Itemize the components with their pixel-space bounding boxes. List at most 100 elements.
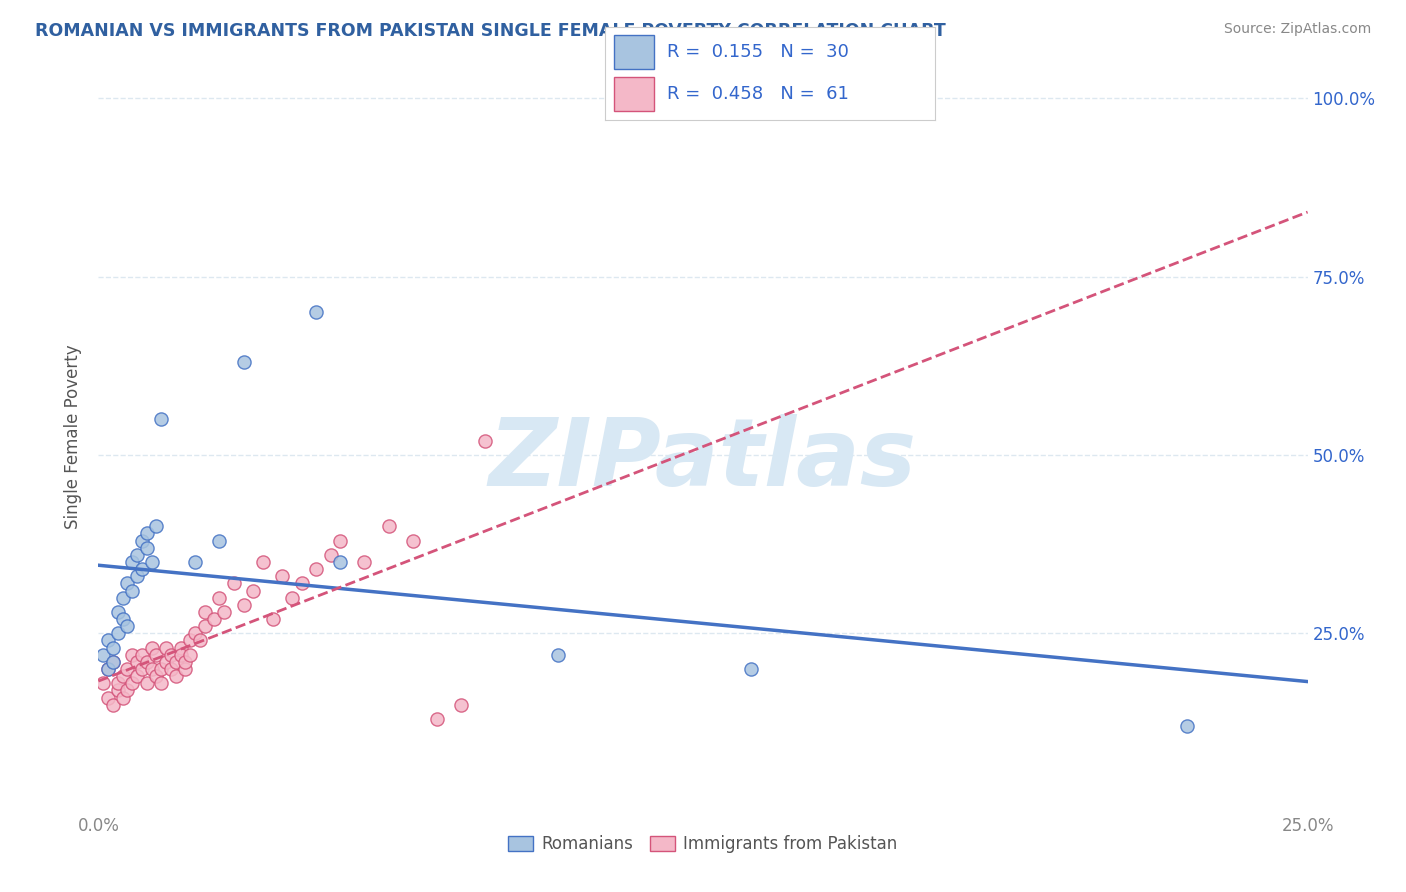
Point (150, 676, 173, 690)
Point (121, 555, 143, 569)
Point (242, 583, 264, 598)
Point (141, 555, 163, 569)
Point (547, 648, 569, 662)
Point (474, 434, 496, 448)
Point (111, 669, 134, 683)
Point (174, 662, 197, 676)
Point (232, 598, 254, 612)
Point (1175, 719, 1198, 733)
Point (141, 662, 163, 676)
Point (101, 698, 124, 712)
Text: ZIPatlas: ZIPatlas (489, 414, 917, 506)
Point (262, 612, 284, 626)
Point (305, 305, 328, 319)
Point (169, 640, 191, 655)
Point (111, 612, 134, 626)
Point (131, 662, 153, 676)
Point (184, 626, 207, 640)
Point (208, 533, 231, 548)
Point (107, 605, 129, 619)
Text: ROMANIAN VS IMMIGRANTS FROM PAKISTAN SINGLE FEMALE POVERTY CORRELATION CHART: ROMANIAN VS IMMIGRANTS FROM PAKISTAN SIN… (35, 22, 946, 40)
Legend: Romanians, Immigrants from Pakistan: Romanians, Immigrants from Pakistan (502, 829, 904, 860)
Point (127, 655, 149, 669)
Point (91, 676, 114, 690)
Point (155, 640, 177, 655)
Point (305, 562, 328, 576)
Point (121, 583, 143, 598)
Text: Source: ZipAtlas.com: Source: ZipAtlas.com (1223, 22, 1371, 37)
Point (194, 605, 217, 619)
Point (208, 591, 231, 605)
Point (97, 662, 120, 676)
Point (101, 655, 124, 669)
Point (252, 555, 274, 569)
Point (135, 676, 157, 690)
Point (97, 662, 120, 676)
Point (127, 548, 149, 562)
Point (131, 648, 153, 662)
Point (377, 519, 399, 533)
Point (145, 669, 167, 683)
Point (135, 655, 157, 669)
Point (131, 562, 153, 576)
Point (329, 533, 352, 548)
Point (127, 669, 149, 683)
Point (107, 676, 129, 690)
Point (145, 648, 167, 662)
Point (117, 619, 139, 633)
Point (145, 519, 167, 533)
Point (127, 569, 149, 583)
Point (426, 712, 449, 726)
Point (150, 412, 173, 426)
Point (141, 640, 163, 655)
Point (155, 655, 177, 669)
Point (174, 655, 197, 669)
Point (131, 533, 153, 548)
Point (160, 648, 183, 662)
Point (101, 640, 124, 655)
Point (179, 633, 201, 648)
Point (117, 576, 139, 591)
Point (290, 576, 312, 591)
Point (150, 662, 173, 676)
Point (101, 655, 124, 669)
Text: R =  0.458   N =  61: R = 0.458 N = 61 (668, 86, 849, 103)
Point (740, 662, 762, 676)
Text: R =  0.155   N =  30: R = 0.155 N = 30 (668, 43, 849, 61)
Point (97, 633, 120, 648)
Point (117, 662, 139, 676)
Point (121, 676, 143, 690)
Point (107, 683, 129, 698)
Point (402, 533, 425, 548)
Point (222, 576, 245, 591)
Point (232, 355, 254, 369)
Bar (614, 78, 654, 111)
Point (329, 555, 352, 569)
Point (319, 548, 342, 562)
Point (111, 690, 134, 705)
Point (184, 555, 207, 569)
Point (204, 612, 226, 626)
Point (135, 526, 157, 541)
Point (107, 626, 129, 640)
Point (91, 648, 114, 662)
Point (194, 619, 217, 633)
Point (271, 569, 294, 583)
Point (212, 605, 235, 619)
Point (135, 541, 157, 555)
Bar (614, 35, 654, 69)
Point (179, 648, 201, 662)
Point (165, 669, 187, 683)
Point (111, 591, 134, 605)
Point (188, 633, 211, 648)
Y-axis label: Single Female Poverty: Single Female Poverty (65, 345, 83, 529)
Point (281, 591, 304, 605)
Point (169, 648, 191, 662)
Point (160, 662, 183, 676)
Point (165, 655, 187, 669)
Point (117, 683, 139, 698)
Point (97, 690, 120, 705)
Point (450, 698, 472, 712)
Point (121, 648, 143, 662)
Point (353, 555, 375, 569)
